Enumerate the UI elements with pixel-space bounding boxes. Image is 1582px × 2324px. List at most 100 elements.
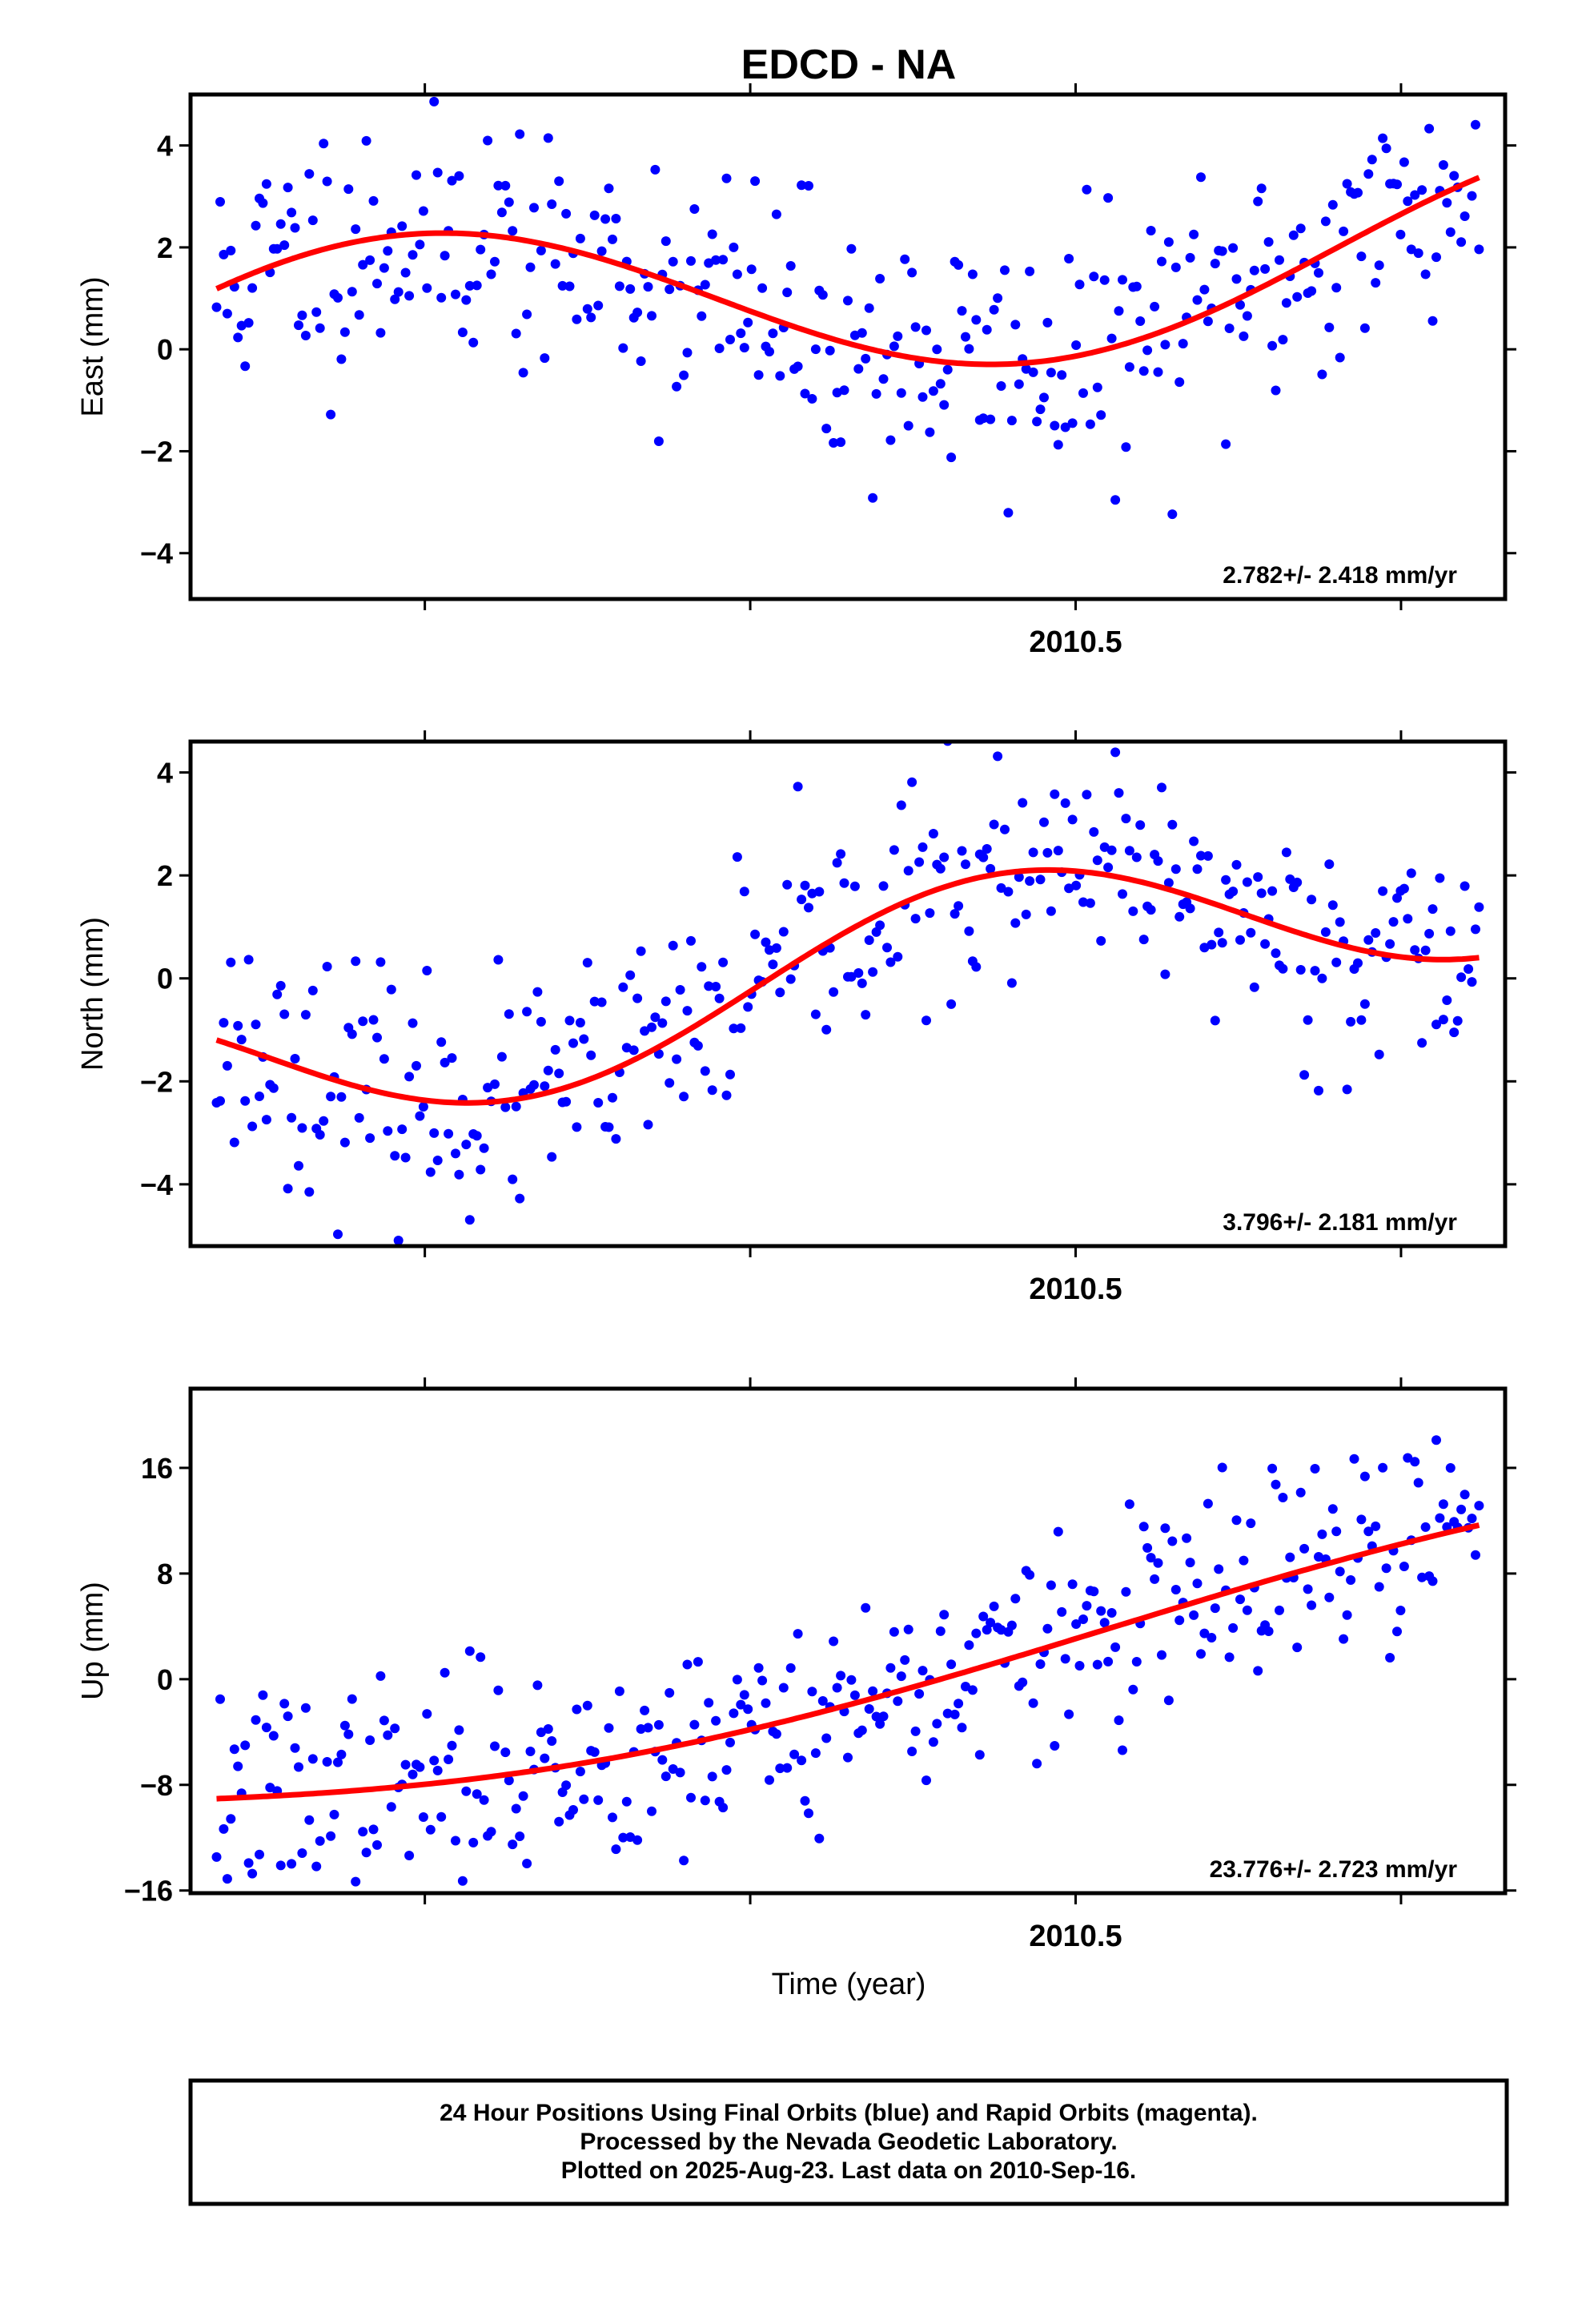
up-point [810, 1748, 821, 1759]
east-point [290, 223, 300, 233]
east-point [486, 269, 496, 279]
footer-line-3: Plotted on 2025-Aug-23. Last data on 201… [561, 2157, 1137, 2184]
up-point [846, 1675, 857, 1685]
up-point [497, 1896, 507, 1905]
east-point [311, 307, 322, 317]
east-point [711, 255, 721, 265]
north-point [287, 1112, 297, 1123]
up-point [297, 1848, 307, 1858]
north-point [422, 966, 432, 975]
up-point [568, 1805, 578, 1815]
east-point [1263, 237, 1274, 247]
north-y-axis-label: North (mm) [76, 917, 110, 1071]
up-point [871, 1711, 881, 1722]
north-point [1356, 1015, 1367, 1025]
east-point [1160, 340, 1170, 350]
north-point [704, 981, 714, 991]
up-point [665, 1687, 675, 1698]
up-point [1182, 1533, 1192, 1543]
east-point [536, 245, 546, 255]
up-point [1267, 1463, 1278, 1474]
north-point [775, 987, 785, 998]
up-point [1025, 1570, 1035, 1580]
east-point [768, 328, 778, 339]
north-point [215, 1096, 225, 1106]
up-point [636, 1724, 646, 1734]
east-point [797, 180, 807, 191]
north-point [861, 1010, 871, 1020]
up-point [1060, 1654, 1070, 1664]
east-point [1138, 366, 1149, 376]
east-plot-frame [188, 92, 1508, 601]
north-point [464, 1215, 475, 1225]
north-point [864, 935, 874, 945]
up-point [1146, 1553, 1156, 1563]
east-point [917, 392, 928, 402]
up-point [418, 1812, 428, 1822]
north-point [339, 1137, 350, 1148]
up-point [804, 1808, 813, 1819]
up-point [1096, 1606, 1106, 1616]
east-point [757, 283, 768, 293]
east-point [650, 164, 661, 175]
east-point [279, 240, 290, 251]
east-point [700, 279, 710, 290]
up-point [921, 1775, 931, 1786]
up-point [686, 1792, 696, 1803]
north-point [451, 1148, 460, 1159]
east-point [451, 289, 460, 300]
north-point [1317, 973, 1327, 983]
north-point [675, 985, 685, 995]
up-point [1157, 1650, 1166, 1660]
east-point [971, 315, 982, 325]
north-point [668, 940, 678, 951]
up-point [732, 1675, 742, 1685]
up-point [572, 1704, 582, 1715]
up-point [1163, 1695, 1174, 1706]
north-point [857, 978, 867, 988]
up-point [279, 1699, 290, 1709]
east-point [404, 291, 415, 301]
north-point [793, 782, 803, 792]
east-point [1085, 419, 1095, 429]
north-point [1406, 868, 1416, 879]
up-point [1417, 1572, 1427, 1582]
north-point [1353, 958, 1363, 968]
east-point [1228, 243, 1239, 253]
up-point [1413, 1478, 1423, 1488]
up-point [1471, 1550, 1480, 1560]
up-point [1131, 1657, 1142, 1667]
up-point [1106, 1608, 1117, 1618]
east-point [1242, 311, 1252, 321]
east-point [1406, 244, 1416, 255]
east-point [829, 438, 839, 448]
north-point [1053, 846, 1063, 856]
east-point [665, 284, 675, 295]
north-point [1207, 939, 1217, 950]
north-point [275, 980, 286, 991]
east-point [1307, 286, 1317, 296]
north-point [846, 971, 857, 982]
up-point [632, 1835, 643, 1845]
east-point [1078, 388, 1088, 398]
up-point [240, 1740, 251, 1751]
north-point [996, 883, 1006, 893]
up-point [436, 1811, 447, 1822]
north-point [878, 881, 889, 891]
north-point [1324, 859, 1335, 870]
north-point [1314, 1085, 1323, 1096]
up-point [896, 1671, 906, 1682]
east-point [440, 251, 450, 261]
up-point [910, 1726, 921, 1736]
north-point [739, 887, 749, 897]
up-point [500, 1747, 511, 1758]
north-point [1042, 847, 1053, 858]
north-point [1456, 972, 1467, 983]
up-point [725, 1737, 735, 1747]
north-point [893, 951, 903, 962]
up-point [785, 1663, 796, 1673]
east-point [1327, 199, 1338, 210]
east-point [233, 332, 243, 343]
up-point [914, 1689, 925, 1699]
